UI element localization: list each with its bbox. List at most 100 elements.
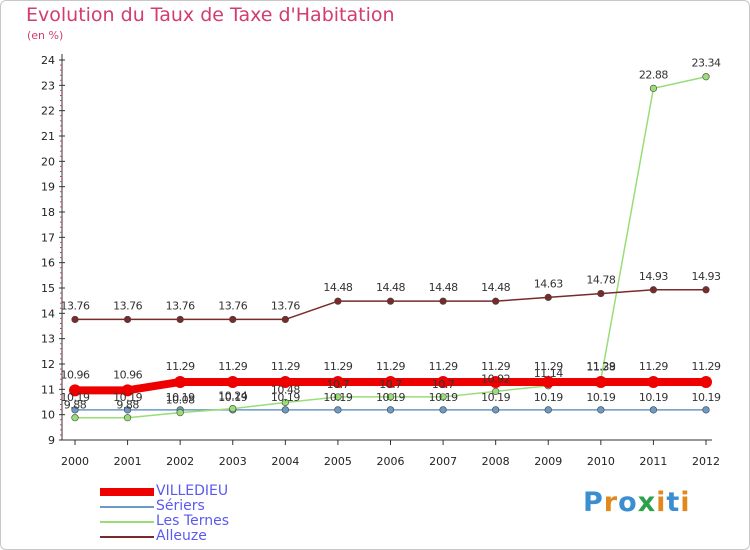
- data-label: 9.88: [116, 399, 139, 412]
- data-label: 10.19: [481, 391, 510, 404]
- data-label: 13.76: [218, 299, 247, 312]
- x-tick-label: 2009: [534, 455, 562, 468]
- data-label: 14.48: [376, 281, 405, 294]
- data-point: [649, 84, 658, 92]
- data-label: 11.29: [271, 360, 300, 373]
- data-point: [386, 297, 395, 305]
- data-label: 10.96: [61, 368, 90, 381]
- data-label: 10.19: [586, 391, 615, 404]
- legend-label: Les Ternes: [156, 513, 229, 529]
- data-label: 11.14: [534, 367, 563, 380]
- line-chart: 9 10 11 12 13 14 15 16 17 18 19 20 21 22 23 24 2000 2001 2…: [41, 54, 721, 468]
- data-label: 11.29: [218, 360, 247, 373]
- data-label: 11.29: [166, 360, 195, 373]
- y-tick-label: 13: [41, 333, 55, 346]
- data-point: [71, 406, 79, 414]
- data-label: 14.78: [586, 274, 615, 287]
- data-label: 22.88: [639, 68, 668, 81]
- x-tick-label: 2007: [429, 455, 457, 468]
- y-tick-label: 9: [48, 434, 55, 447]
- x-tick-label: 2008: [482, 455, 510, 468]
- data-point: [492, 387, 500, 395]
- data-point: [281, 398, 289, 407]
- data-label: 11.29: [376, 360, 405, 373]
- data-label: 11.29: [429, 360, 458, 373]
- data-label: 10.92: [481, 372, 510, 385]
- data-point: [439, 406, 447, 414]
- legend-swatch: [100, 488, 154, 496]
- data-point: [700, 375, 712, 388]
- legend-label: Sériers: [156, 498, 205, 514]
- logo-letter: o: [618, 487, 638, 518]
- y-tick-label: 14: [41, 307, 55, 320]
- x-tick-label: 2001: [114, 455, 142, 468]
- x-tick-label: 2010: [587, 455, 615, 468]
- x-tick-label: 2002: [166, 455, 194, 468]
- data-point: [123, 406, 132, 414]
- data-label: 11.29: [692, 360, 721, 373]
- data-point: [437, 375, 450, 388]
- data-point: [544, 406, 552, 414]
- logo-letter: r: [603, 487, 619, 518]
- logo-letter: i: [656, 487, 667, 518]
- data-point: [176, 315, 184, 324]
- data-point: [229, 315, 237, 324]
- y-tick-label: 21: [41, 130, 55, 143]
- data-point: [492, 406, 500, 414]
- data-point: [121, 384, 134, 397]
- logo-letter: t: [666, 487, 681, 518]
- data-label: 10.19: [639, 391, 668, 404]
- data-point: [334, 297, 342, 305]
- y-tick-label: 24: [41, 54, 55, 67]
- data-label: 10.7: [432, 378, 455, 391]
- x-tick-label: 2006: [377, 455, 405, 468]
- x-tick-label: 2005: [324, 455, 352, 468]
- y-tick-label: 17: [41, 231, 55, 244]
- data-point: [71, 315, 79, 324]
- data-point: [386, 393, 395, 401]
- data-point: [281, 315, 289, 324]
- data-point: [176, 409, 184, 417]
- data-point: [649, 406, 658, 414]
- data-point: [597, 289, 605, 298]
- legend-swatch: [100, 506, 154, 508]
- data-label: 10.96: [113, 368, 142, 381]
- data-label: 13.76: [166, 299, 195, 312]
- y-tick-label: 15: [41, 282, 55, 295]
- data-label: 10.19: [271, 391, 300, 404]
- data-point: [702, 406, 710, 414]
- data-label: 14.48: [481, 281, 510, 294]
- data-label: 10.48: [271, 384, 300, 397]
- legend-swatch: [100, 521, 154, 523]
- data-point: [71, 414, 79, 422]
- legend-label: Alleuze: [156, 528, 207, 544]
- data-label: 10.19: [113, 391, 142, 404]
- data-point: [544, 293, 552, 301]
- data-label: 14.63: [534, 277, 563, 290]
- legend-label: VILLEDIEU: [156, 483, 229, 499]
- x-tick-label: 2012: [692, 455, 720, 468]
- data-point: [281, 406, 289, 414]
- data-label: 14.93: [639, 270, 668, 283]
- data-point: [489, 375, 502, 388]
- y-tick-label: 20: [41, 155, 55, 168]
- data-point: [279, 375, 292, 388]
- data-point: [702, 286, 710, 294]
- data-label: 11.29: [586, 360, 615, 373]
- data-label: 11.29: [323, 360, 352, 373]
- data-label: 10.19: [429, 391, 458, 404]
- data-label: 10.19: [323, 391, 352, 404]
- data-label: 23.34: [692, 57, 721, 70]
- data-point: [594, 375, 607, 388]
- data-point: [123, 414, 132, 422]
- legend-swatch: [100, 536, 154, 538]
- data-point: [439, 393, 447, 401]
- x-tick-label: 2000: [61, 455, 89, 468]
- y-tick-label: 19: [41, 181, 55, 194]
- data-point: [174, 375, 187, 388]
- y-tick-label: 22: [41, 105, 55, 118]
- y-tick-label: 18: [41, 206, 55, 219]
- data-label: 11.29: [534, 360, 563, 373]
- logo-letter: i: [680, 487, 691, 518]
- data-point: [226, 375, 239, 388]
